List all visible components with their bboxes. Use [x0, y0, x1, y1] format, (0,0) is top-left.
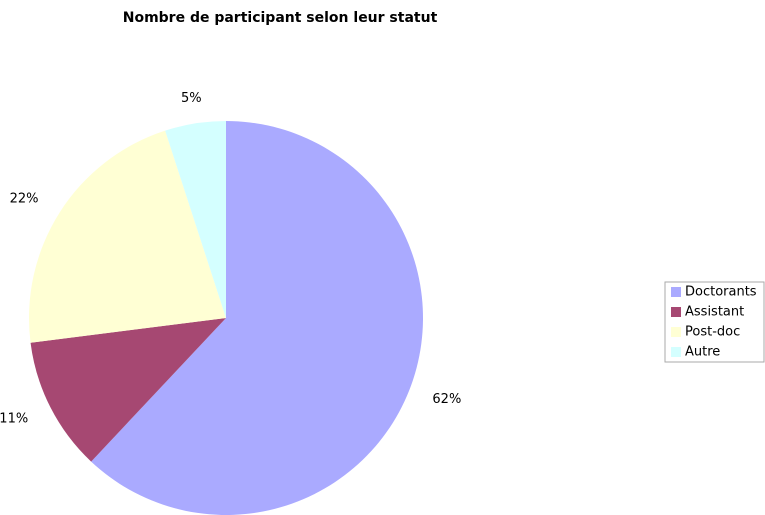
data-label: 62%: [432, 392, 461, 407]
data-label: 5%: [181, 91, 202, 106]
legend-swatch: [671, 307, 681, 317]
legend-label: Doctorants: [685, 285, 757, 300]
legend: Doctorants Assistant Post-doc Autre: [664, 281, 765, 363]
legend-label: Assistant: [685, 305, 744, 320]
pie-slice: [165, 121, 226, 318]
data-label: 11%: [0, 411, 28, 426]
data-label: 22%: [10, 192, 39, 207]
pie-slice: [30, 318, 226, 462]
pie-slice: [29, 130, 227, 343]
chart-title: Nombre de participant selon leur statut: [123, 10, 438, 26]
legend-swatch: [671, 287, 681, 297]
legend-box: [664, 281, 765, 363]
legend-label: Autre: [685, 345, 720, 360]
legend-swatch: [671, 327, 681, 337]
legend-label: Post-doc: [685, 325, 740, 340]
pie-slice: [91, 121, 423, 515]
legend-swatch: [671, 347, 681, 357]
